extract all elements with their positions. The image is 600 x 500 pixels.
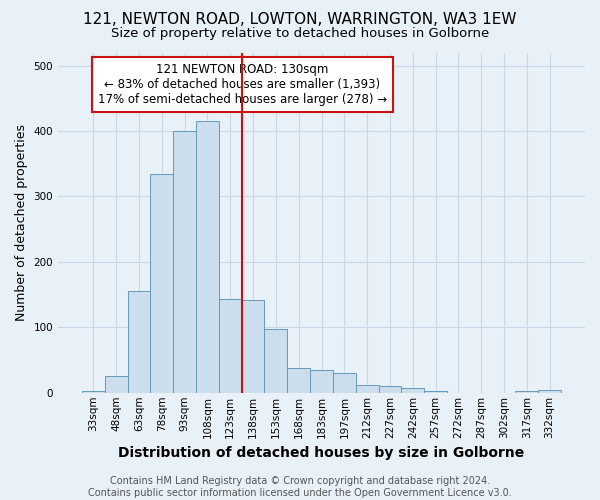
Bar — [424, 391, 447, 393]
Bar — [333, 373, 356, 393]
Y-axis label: Number of detached properties: Number of detached properties — [15, 124, 28, 321]
Bar — [310, 370, 333, 393]
Text: 121, NEWTON ROAD, LOWTON, WARRINGTON, WA3 1EW: 121, NEWTON ROAD, LOWTON, WARRINGTON, WA… — [83, 12, 517, 28]
Bar — [379, 386, 401, 393]
Bar — [515, 391, 538, 393]
Bar — [356, 385, 379, 393]
Text: Size of property relative to detached houses in Golborne: Size of property relative to detached ho… — [111, 28, 489, 40]
Bar — [242, 300, 265, 393]
Text: 121 NEWTON ROAD: 130sqm
← 83% of detached houses are smaller (1,393)
17% of semi: 121 NEWTON ROAD: 130sqm ← 83% of detache… — [98, 62, 387, 106]
X-axis label: Distribution of detached houses by size in Golborne: Distribution of detached houses by size … — [118, 446, 524, 460]
Bar — [105, 376, 128, 393]
Bar — [196, 121, 219, 393]
Bar — [538, 390, 561, 393]
Bar — [128, 292, 151, 393]
Bar — [219, 299, 242, 393]
Bar — [265, 328, 287, 393]
Bar — [151, 174, 173, 393]
Bar — [82, 391, 105, 393]
Bar — [173, 131, 196, 393]
Bar — [401, 388, 424, 393]
Bar — [287, 368, 310, 393]
Text: Contains HM Land Registry data © Crown copyright and database right 2024.
Contai: Contains HM Land Registry data © Crown c… — [88, 476, 512, 498]
